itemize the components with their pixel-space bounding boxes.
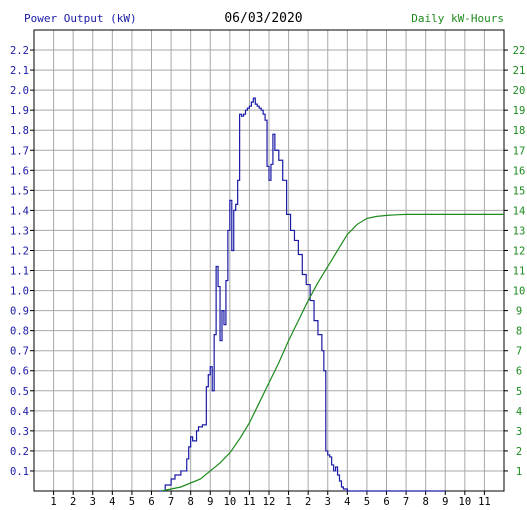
x-tick-label: 1 — [285, 496, 291, 508]
x-tick-label: 3 — [325, 496, 331, 508]
left-tick-label: 0.3 — [10, 426, 29, 438]
left-tick-label: 1.5 — [10, 185, 29, 197]
x-tick-label: 6 — [383, 496, 389, 508]
x-tick-label: 2 — [305, 496, 311, 508]
left-tick-label: 1.0 — [10, 286, 29, 298]
right-tick-label: 21 — [513, 65, 526, 77]
left-tick-label: 1.8 — [10, 125, 29, 137]
x-tick-label: 10 — [459, 496, 472, 508]
chart-title: 06/03/2020 — [224, 11, 303, 26]
left-tick-label: 1.3 — [10, 225, 29, 237]
left-tick-label: 1.7 — [10, 145, 29, 157]
right-tick-label: 15 — [513, 185, 526, 197]
right-axis-title: Daily kW-Hours — [411, 12, 504, 25]
right-tick-label: 20 — [513, 85, 526, 97]
x-tick-label: 12 — [263, 496, 276, 508]
right-tick-label: 9 — [516, 306, 522, 318]
right-tick-label: 5 — [516, 386, 522, 398]
left-tick-label: 0.9 — [10, 306, 29, 318]
right-tick-label: 1 — [516, 466, 522, 478]
x-tick-label: 3 — [90, 496, 96, 508]
power-output-line — [159, 97, 446, 492]
left-tick-label: 1.4 — [10, 205, 29, 217]
right-tick-label: 6 — [516, 366, 522, 378]
x-tick-label: 4 — [344, 496, 350, 508]
daily-kwh-line — [161, 213, 504, 492]
left-tick-label: 0.1 — [10, 466, 29, 478]
left-tick-label: 1.1 — [10, 266, 29, 278]
x-tick-label: 5 — [364, 496, 370, 508]
left-tick-label: 1.6 — [10, 165, 29, 177]
x-tick-label: 8 — [423, 496, 429, 508]
right-tick-label: 17 — [513, 145, 526, 157]
right-tick-label: 3 — [516, 426, 522, 438]
x-tick-label: 9 — [442, 496, 448, 508]
left-tick-label: 1.2 — [10, 245, 29, 257]
left-tick-label: 2.1 — [10, 65, 29, 77]
left-tick-label: 1.9 — [10, 105, 29, 117]
x-tick-label: 5 — [129, 496, 135, 508]
x-tick-label: 1 — [50, 496, 56, 508]
x-tick-label: 11 — [478, 496, 491, 508]
left-axis-ticks: 0.1 0.2 0.3 0.4 0.5 0.6 0.7 0.8 0.9 1.0 1.1 1.2 1.3 1… — [10, 45, 34, 478]
left-tick-label: 0.2 — [10, 446, 29, 458]
right-tick-label: 12 — [513, 245, 526, 257]
x-tick-label: 4 — [109, 496, 115, 508]
right-tick-label: 14 — [513, 205, 526, 217]
left-tick-label: 0.5 — [10, 386, 29, 398]
x-axis-ticks: 1 2 3 4 5 6 7 8 9 10 11 12 1 2 3 4 5 6 7 8 9 10 11 — [50, 491, 491, 508]
left-tick-label: 2.0 — [10, 85, 29, 97]
left-axis-title: Power Output (kW) — [24, 12, 137, 25]
left-tick-label: 2.2 — [10, 45, 29, 57]
chart-grid — [34, 30, 504, 491]
right-tick-label: 11 — [513, 266, 526, 278]
right-tick-label: 16 — [513, 165, 526, 177]
x-tick-label: 8 — [188, 496, 194, 508]
x-tick-label: 9 — [207, 496, 213, 508]
right-tick-label: 7 — [516, 346, 522, 358]
left-tick-label: 0.4 — [10, 406, 29, 418]
x-tick-label: 7 — [168, 496, 174, 508]
right-tick-label: 18 — [513, 125, 526, 137]
x-tick-label: 7 — [403, 496, 409, 508]
left-tick-label: 0.8 — [10, 326, 29, 338]
x-tick-label: 2 — [70, 496, 76, 508]
right-tick-label: 2 — [516, 446, 522, 458]
chart-series — [159, 97, 504, 492]
right-tick-label: 13 — [513, 225, 526, 237]
right-tick-label: 19 — [513, 105, 526, 117]
right-tick-label: 10 — [513, 286, 526, 298]
left-tick-label: 0.6 — [10, 366, 29, 378]
left-tick-label: 0.7 — [10, 346, 29, 358]
right-tick-label: 4 — [516, 406, 522, 418]
x-tick-label: 11 — [243, 496, 256, 508]
x-tick-label: 10 — [224, 496, 237, 508]
x-tick-label: 6 — [148, 496, 154, 508]
right-tick-label: 8 — [516, 326, 522, 338]
right-tick-label: 22 — [513, 45, 526, 57]
